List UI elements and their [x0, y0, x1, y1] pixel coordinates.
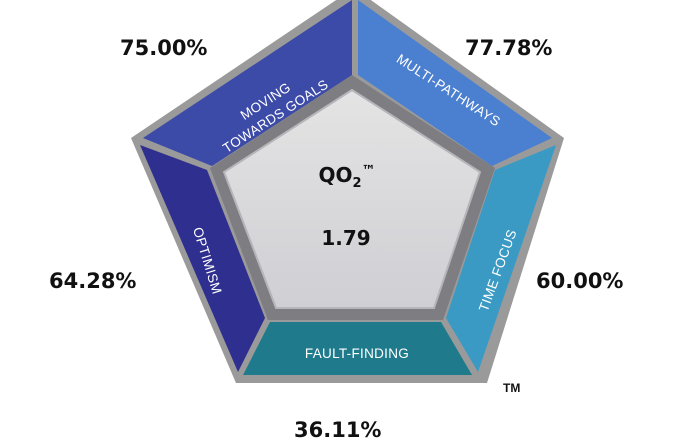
percent-moving-towards-goals: 75.00%: [120, 36, 208, 60]
percent-time-focus: 60.00%: [536, 269, 624, 293]
center-title: QO2™: [318, 163, 375, 191]
segment-optimism: [140, 145, 265, 372]
label-fault-finding: FAULT-FINDING: [305, 346, 409, 361]
segment-fault-finding: [243, 322, 472, 375]
trademark-mark: TM: [503, 381, 520, 395]
segment-time-focus: [446, 145, 556, 372]
segment-moving-towards-goals: [143, 0, 352, 166]
percent-optimism: 64.28%: [49, 269, 137, 293]
center-score: 1.79: [321, 226, 370, 250]
center-title-mark: ™: [362, 163, 376, 179]
center-area: [222, 88, 482, 309]
center-title-sub: 2: [352, 176, 361, 191]
center-title-main: QO: [318, 163, 352, 187]
percent-multi-pathways: 77.78%: [465, 36, 553, 60]
percent-fault-finding: 36.11%: [294, 418, 382, 442]
segment-multi-pathways: [358, 0, 552, 166]
